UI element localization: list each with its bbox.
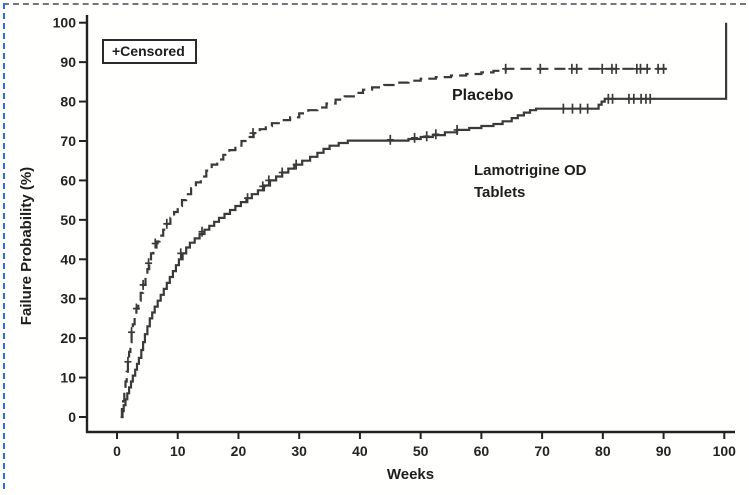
y-tick-label: 100 [53, 15, 77, 31]
annotation-lamotrigine-line2: Tablets [474, 184, 526, 201]
y-tick-label: 30 [60, 291, 76, 307]
y-tick-label: 40 [60, 251, 76, 267]
selection-border-left [3, 3, 5, 489]
x-tick-label: 60 [474, 443, 490, 459]
x-tick-label: 20 [231, 443, 247, 459]
y-tick-label: 60 [60, 172, 76, 188]
x-tick-label: 100 [713, 443, 737, 459]
x-tick-label: 10 [170, 443, 186, 459]
y-axis-title: Failure Probability (%) [18, 166, 35, 326]
x-tick-label: 0 [113, 443, 121, 459]
y-tick-label: 80 [60, 94, 76, 110]
y-tick-label: 90 [60, 54, 76, 70]
annotation-lamotrigine: Lamotrigine OD Tablets [474, 160, 587, 204]
x-tick-label: 50 [413, 443, 429, 459]
x-tick-label: 40 [352, 443, 368, 459]
y-tick-label: 50 [60, 212, 76, 228]
x-axis-title: Weeks [386, 466, 435, 483]
curve-placebo [120, 67, 667, 419]
x-tick-label: 90 [656, 443, 672, 459]
annotation-lamotrigine-line1: Lamotrigine OD [474, 162, 587, 179]
selection-border-top [3, 3, 746, 5]
y-tick-label: 70 [60, 133, 76, 149]
y-tick-label: 0 [68, 409, 76, 425]
x-tick-label: 70 [534, 443, 550, 459]
curve-lamotrigine [121, 22, 728, 419]
annotation-placebo: Placebo [452, 87, 514, 104]
x-tick-label: 80 [595, 443, 611, 459]
legend-censored-label: +Censored [112, 43, 185, 59]
y-tick-label: 10 [60, 370, 76, 386]
y-tick-label: 20 [60, 330, 76, 346]
x-tick-label: 30 [291, 443, 307, 459]
legend-censored: +Censored [102, 39, 197, 64]
